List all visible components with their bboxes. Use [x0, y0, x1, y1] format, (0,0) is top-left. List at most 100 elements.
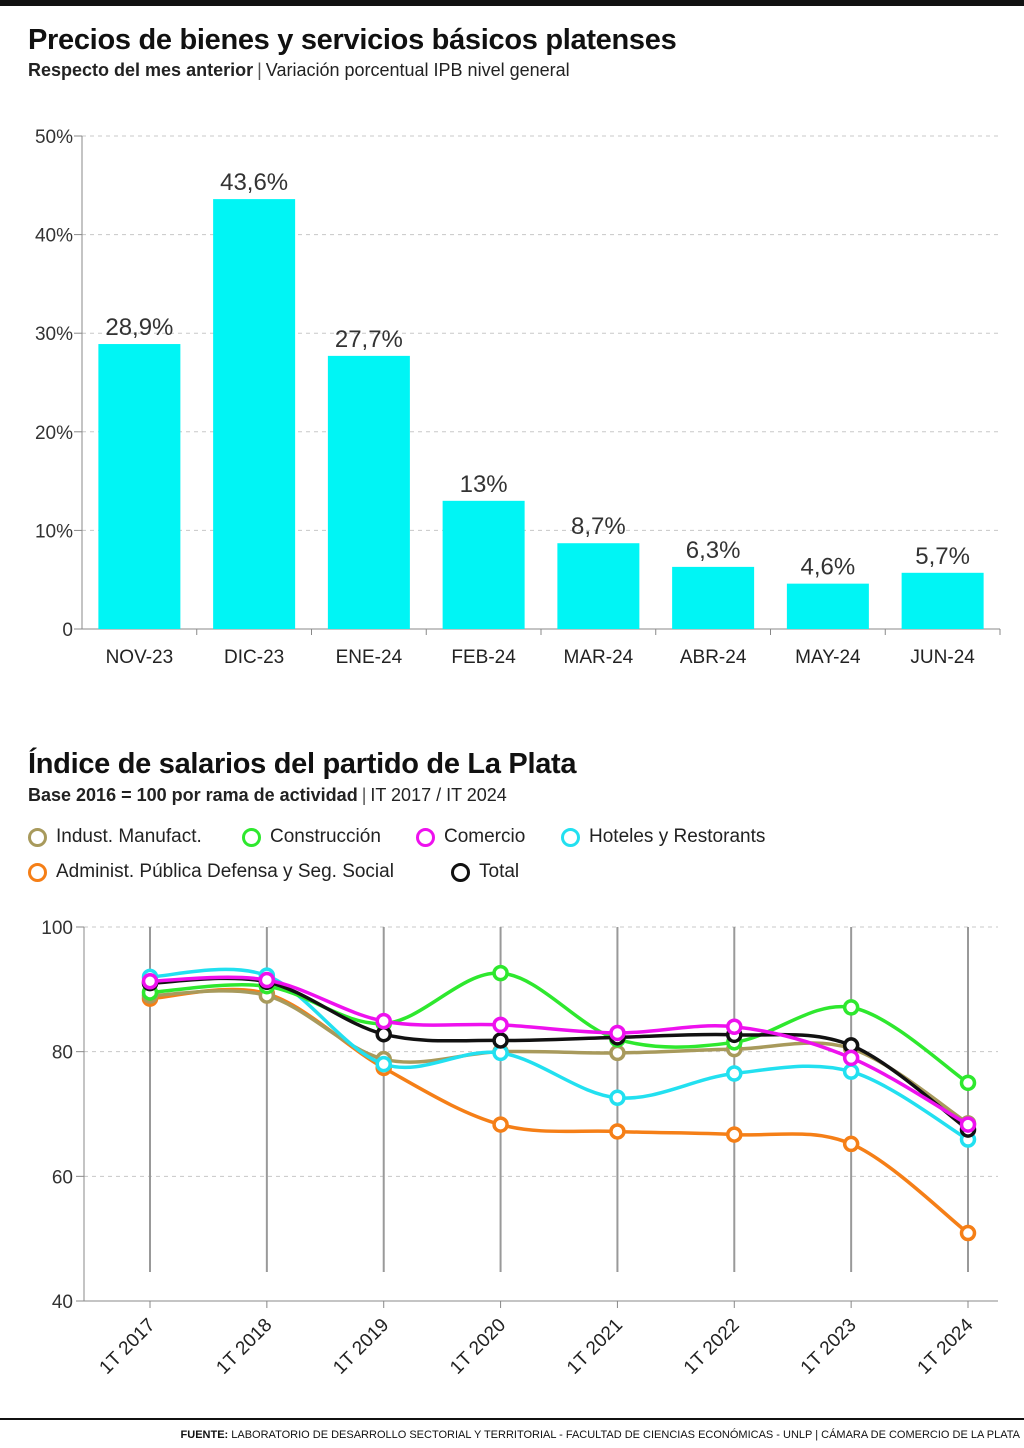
- legend-marker: [416, 827, 435, 847]
- series-point: [959, 1116, 977, 1133]
- line-x-tick-label: 1T 2024: [914, 1314, 978, 1378]
- series-point: [959, 1224, 977, 1242]
- series-point: [842, 1049, 860, 1067]
- bar-y-tick-label: 30%: [35, 324, 73, 345]
- legend-label: Administ. Pública Defensa y Seg. Social: [56, 861, 394, 882]
- series-point: [726, 1018, 743, 1035]
- series-point: [141, 972, 159, 990]
- series-point: [609, 1044, 626, 1062]
- bar-x-tick-label: FEB-24: [451, 647, 516, 668]
- legend-item: Indust. Manufact.: [28, 826, 202, 848]
- bar: [442, 500, 525, 629]
- bar-value-label: 4,6%: [801, 554, 856, 581]
- legend-label: Total: [479, 861, 520, 882]
- series-point: [492, 964, 509, 982]
- subtitle-separator: |: [257, 60, 262, 80]
- bar: [213, 199, 296, 629]
- bar-value-label: 27,7%: [335, 326, 403, 353]
- bar-chart-subtitle: Respecto del mes anterior | Variación porc…: [28, 60, 570, 81]
- bar-x-tick-label: MAR-24: [564, 647, 634, 668]
- line-y-tick-label: 40: [52, 1292, 73, 1313]
- bar: [672, 566, 755, 629]
- series-point: [842, 1063, 860, 1080]
- legend-label: Hoteles y Restorants: [589, 826, 766, 847]
- line-chart-title: Índice de salarios del partido de La Pla…: [28, 748, 577, 780]
- legend-label: Indust. Manufact.: [56, 826, 202, 847]
- bar-chart: 0 10% 20% 30% 40% 50% 28,9% NOV-23 43,6% DIC-23 27…: [35, 127, 1001, 668]
- source-label: FUENTE:: [180, 1429, 229, 1441]
- legend-marker: [28, 862, 47, 882]
- series-point: [375, 1025, 392, 1043]
- bar-y-tick-label: 40%: [35, 226, 73, 247]
- bar-y-tick-label: 50%: [35, 127, 73, 148]
- bar-chart-title: Precios de bienes y servicios básicos pl…: [28, 24, 677, 56]
- bar-y-tick-label: 20%: [35, 423, 73, 444]
- source-footer: FUENTE: LABORATORIO DE DESARROLLO SECTOR…: [0, 1418, 1024, 1448]
- legend-marker: [28, 827, 47, 847]
- bar-x-tick-label: JUN-24: [910, 647, 975, 668]
- subtitle-separator: |: [361, 785, 367, 805]
- bar-value-label: 28,9%: [105, 314, 173, 341]
- line-x-tick-label: 1T 2018: [212, 1315, 276, 1379]
- legend-label: Comercio: [444, 826, 526, 847]
- bar-x-tick-label: DIC-23: [224, 647, 284, 668]
- series-point: [726, 1065, 743, 1082]
- legend-marker: [561, 827, 580, 847]
- line-x-tick-label: 1T 2023: [797, 1315, 861, 1379]
- legend-item: Administ. Pública Defensa y Seg. Social: [28, 861, 394, 883]
- bar-x-tick-label: ABR-24: [680, 647, 747, 668]
- line-x-tick-label: 1T 2017: [96, 1315, 160, 1379]
- series-point: [375, 1055, 392, 1073]
- bar: [557, 543, 640, 629]
- line-y-tick-label: 80: [52, 1043, 73, 1064]
- line-chart-subtitle-bold: Base 2016 = 100 por rama de actividad: [28, 785, 358, 805]
- legend-item: Hoteles y Restorants: [561, 826, 765, 848]
- legend-item: Total: [451, 861, 519, 883]
- line-y-tick-label: 60: [52, 1167, 73, 1188]
- legend-label: Construcción: [270, 826, 381, 847]
- line-chart: 40 60 80 100 1T 2017 1T 2018 1T 2019 1T 2020 1T …: [41, 918, 998, 1379]
- bar: [327, 355, 410, 629]
- series-point: [492, 1032, 509, 1049]
- bar: [786, 583, 869, 629]
- legend-marker: [242, 827, 261, 847]
- series-point: [609, 1123, 626, 1140]
- line-y-tick-label: 100: [41, 918, 73, 939]
- bar-value-label: 6,3%: [686, 537, 741, 564]
- line-x-tick-label: 1T 2019: [329, 1315, 393, 1379]
- line-x-tick-label: 1T 2021: [563, 1315, 627, 1379]
- legend-item: Construcción: [242, 826, 381, 848]
- bar-value-label: 5,7%: [915, 543, 970, 570]
- series-point: [609, 1089, 626, 1107]
- line-chart-subtitle: Base 2016 = 100 por rama de actividad | IT…: [28, 785, 507, 806]
- series-point: [726, 1126, 743, 1143]
- line-chart-subtitle-text: IT 2017 / IT 2024: [370, 785, 507, 805]
- bar-x-tick-label: ENE-24: [336, 647, 403, 668]
- series-point: [492, 1116, 509, 1133]
- bar-y-tick-label: 0: [62, 620, 73, 641]
- series-line: [148, 987, 970, 1235]
- bar: [901, 572, 984, 629]
- bar-value-label: 13%: [460, 471, 508, 498]
- bar: [98, 344, 181, 629]
- bar-x-tick-label: NOV-23: [106, 647, 174, 668]
- bar-x-tick-label: MAY-24: [795, 647, 861, 668]
- bar-value-label: 8,7%: [571, 513, 626, 540]
- series-point: [375, 1012, 392, 1030]
- series-point: [492, 1016, 509, 1034]
- series-point: [258, 971, 276, 989]
- line-x-tick-label: 1T 2022: [680, 1315, 744, 1379]
- source-text: LABORATORIO DE DESARROLLO SECTORIAL Y TE…: [231, 1429, 1020, 1441]
- bar-value-label: 43,6%: [220, 169, 288, 196]
- legend-item: Comercio: [416, 826, 525, 848]
- series-point: [959, 1074, 977, 1092]
- bar-chart-subtitle-text: Variación porcentual IPB nivel general: [265, 60, 570, 80]
- bar-y-tick-label: 10%: [35, 521, 73, 542]
- series-point: [842, 1135, 860, 1153]
- line-x-tick-label: 1T 2020: [446, 1315, 510, 1379]
- bar-chart-subtitle-bold: Respecto del mes anterior: [28, 60, 254, 80]
- series-point: [842, 999, 860, 1016]
- legend-marker: [451, 862, 470, 882]
- top-rule: [0, 0, 1024, 6]
- series-line: [148, 971, 970, 1085]
